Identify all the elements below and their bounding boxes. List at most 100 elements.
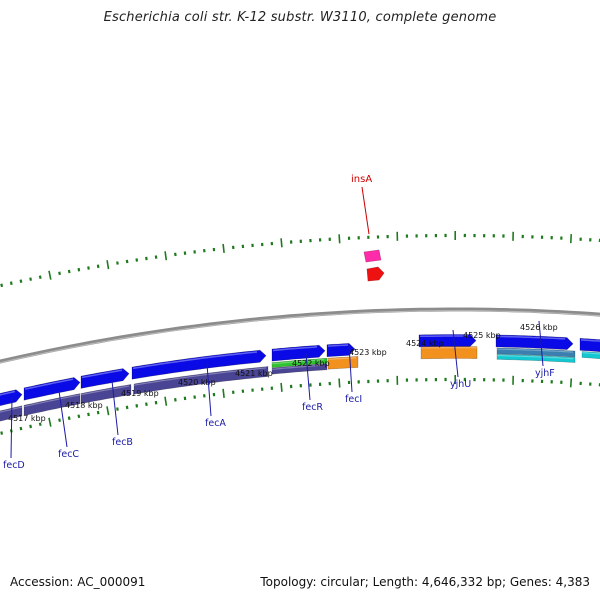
cds-arrow	[0, 389, 23, 407]
cds-arrow-shine	[272, 346, 318, 352]
steel-feature-bar	[496, 347, 576, 358]
scale-tick-label: 4519 kbp	[121, 389, 159, 398]
scale-tick-label: 4521 kbp	[235, 369, 273, 378]
gene-label-fecD: fecD	[3, 460, 25, 471]
inner-tick	[48, 417, 52, 427]
cds-arrow-shine	[0, 390, 16, 396]
cds-arrow	[271, 344, 326, 362]
insertion-pink-bar	[363, 249, 382, 263]
outer-tick	[0, 283, 4, 288]
gene-label-fecB: fecB	[112, 437, 133, 448]
gene-bar	[80, 384, 132, 404]
cds-arrow-shine	[580, 339, 600, 342]
inner-tick	[19, 426, 23, 431]
gene-label-yjhU: yjhU	[450, 379, 471, 390]
cds-arrow	[131, 349, 267, 380]
scale-tick-label: 4525 kbp	[463, 331, 501, 340]
inner-tick	[106, 406, 110, 416]
outer-tick	[96, 264, 100, 269]
gene-leader-line	[305, 352, 311, 401]
outer-tick	[87, 266, 90, 270]
orange-feature-bar	[420, 346, 478, 360]
cds-arrow	[579, 337, 600, 353]
outer-tick	[135, 258, 139, 262]
green-feature-bar	[271, 357, 328, 368]
genome-summary-text: Topology: circular; Length: 4,646,332 bp…	[260, 575, 590, 589]
gene-leader-line	[10, 396, 13, 459]
scale-tick-label: 4518 kbp	[65, 401, 103, 410]
gene-label-fecR: fecR	[302, 402, 323, 413]
cds-arrow-shine	[24, 378, 74, 390]
cds-arrow-shine	[81, 369, 123, 379]
gene-label-fecA: fecA	[205, 418, 226, 429]
gene-leader-line	[206, 363, 212, 417]
gene-bar-shine	[133, 367, 267, 386]
scale-tick-label: 4524 kbp	[406, 339, 444, 348]
gene-label-fecI: fecI	[345, 394, 362, 405]
accession-text: Accession: AC_000091	[10, 575, 146, 589]
inner-tick	[193, 395, 196, 399]
insertion-label: insA	[351, 174, 372, 185]
cds-arrow-shine	[132, 351, 258, 370]
insertion-red-arrow	[366, 266, 385, 282]
scale-tick-label: 4520 kbp	[178, 378, 216, 387]
inner-tick	[116, 407, 119, 411]
cds-arrow-shine	[496, 335, 566, 340]
gene-label-fecC: fecC	[58, 449, 79, 460]
gene-bar-shine	[80, 385, 130, 396]
cds-arrow	[80, 368, 130, 389]
inner-tick	[280, 382, 283, 392]
inner-tick	[58, 418, 61, 422]
inner-tick	[87, 412, 90, 417]
inner-tick	[154, 400, 158, 405]
cyan-feature-bar	[581, 351, 600, 360]
scale-tick-label: 4523 kbp	[349, 348, 387, 357]
inner-tick	[67, 416, 71, 421]
inner-tick	[222, 388, 225, 398]
gene-leader-line	[452, 329, 459, 378]
cds-arrow	[23, 377, 81, 401]
backbone-layer	[0, 307, 600, 364]
label-layer: 4517 kbp 4518 kbp 4519 kbp 4520 kbp 4521 kbp…	[3, 174, 558, 471]
gene-bar	[0, 405, 23, 422]
insertion-leader-line	[361, 186, 370, 235]
map-title: Escherichia coli str. K-12 substr. W3110…	[103, 10, 497, 25]
outer-tick	[19, 279, 23, 283]
inner-tick	[338, 378, 341, 388]
gene-leader-line	[58, 390, 68, 448]
inner-tick	[145, 402, 148, 407]
feature-layer	[0, 249, 600, 422]
outer-tick	[222, 243, 225, 253]
tick-layer	[0, 231, 600, 435]
outer-tick	[9, 281, 13, 286]
scale-tick-label: 4522 kbp	[292, 359, 330, 368]
gene-bar	[133, 366, 269, 395]
green-feature-bar-shine	[271, 359, 325, 365]
inner-tick	[77, 414, 81, 419]
outer-tick	[67, 269, 71, 274]
cyan-feature-bar-shine	[581, 352, 600, 355]
outer-tick	[338, 234, 341, 244]
scale-tick-label: 4517 kbp	[8, 414, 46, 423]
outer-tick	[174, 252, 177, 257]
inner-tick	[569, 378, 573, 388]
gene-bar-shine	[23, 394, 81, 408]
outer-tick	[125, 259, 129, 264]
outer-tick	[58, 271, 61, 276]
cds-arrow-shine	[327, 344, 349, 347]
inner-tick	[174, 398, 177, 402]
steel-feature-bar-shine	[496, 348, 574, 353]
outer-tick	[48, 270, 52, 280]
gene-label-yjhF: yjhF	[535, 368, 555, 379]
inner-tick	[29, 424, 32, 429]
cyan-feature-bar-shine	[496, 355, 574, 360]
inner-tick	[135, 404, 139, 408]
inner-tick	[38, 422, 42, 427]
gene-leader-line	[538, 320, 544, 367]
outer-tick	[29, 277, 32, 281]
outer-tick	[106, 260, 110, 270]
gene-leader-line	[348, 344, 353, 393]
gene-leader-line	[111, 380, 119, 436]
inner-tick	[0, 431, 4, 435]
